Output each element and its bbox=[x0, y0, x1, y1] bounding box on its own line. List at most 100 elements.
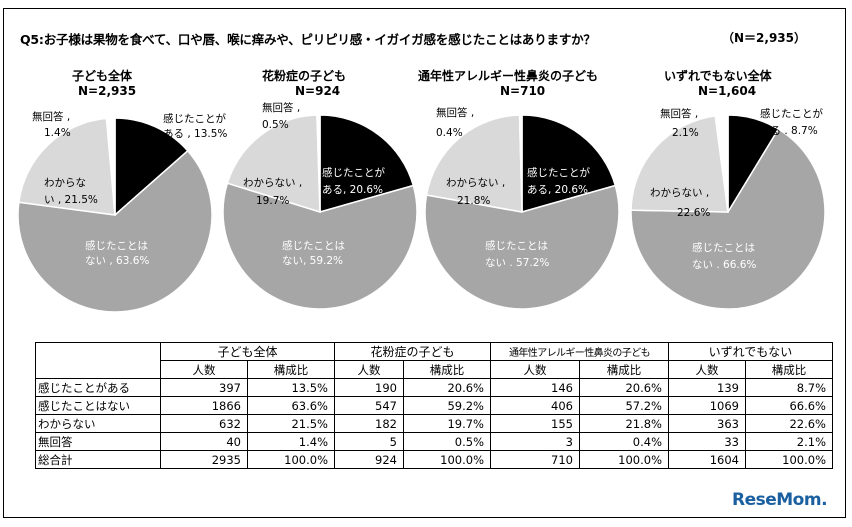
table-cell: 710 bbox=[490, 450, 580, 469]
table-row: 無回答 40 1.4% 5 0.5% 3 0.4% 33 2.1% bbox=[35, 432, 833, 451]
slice-label: ある . 8.7% bbox=[760, 125, 818, 137]
table-cell: 547 bbox=[334, 396, 404, 415]
slice-label: 感じたことは bbox=[692, 241, 755, 254]
question-title: Q5:お子様は果物を食べて、口や唇、喉に痒みや、ピリピリ感・イガイガ感を感じたこ… bbox=[20, 32, 596, 47]
pie-title: 通年性アレルギー性鼻炎の子ども bbox=[418, 68, 598, 83]
pie-slice bbox=[17, 117, 116, 216]
slice-label: 感じたことが bbox=[527, 166, 590, 179]
table-subheader: 人数 bbox=[490, 360, 580, 379]
pie-chart-rhinitis: 通年性アレルギー性鼻炎の子ども N=710 感じたことが ある, 20.6% 感… bbox=[418, 68, 620, 310]
slice-label: い , 21.5% bbox=[44, 194, 98, 206]
table-subheader: 人数 bbox=[334, 360, 404, 379]
pie-slice bbox=[319, 114, 415, 213]
table-group-header: 花粉症の子ども bbox=[334, 342, 491, 361]
table-row-label: 無回答 bbox=[35, 432, 161, 451]
pie-chart-pollen: 花粉症の子ども N=924 感じたことが ある, 20.6% 感じたことは ない… bbox=[222, 68, 418, 310]
table-cell: 20.6% bbox=[579, 378, 669, 397]
slice-label: 感じたことは bbox=[485, 239, 548, 252]
table-row: 総合計 2935 100.0% 924 100.0% 710 100.0% 1604 100.0… bbox=[35, 450, 833, 469]
resemom-logo: ReseMom. bbox=[732, 490, 828, 510]
table-cell: 2935 bbox=[160, 450, 248, 469]
table-cell: 397 bbox=[160, 378, 248, 397]
table-row: 感じたことがある 397 13.5% 190 20.6% 146 20.6% 139 8.7% bbox=[35, 378, 833, 397]
pie-slice bbox=[222, 182, 418, 310]
slice-label: ない . 66.6% bbox=[692, 259, 756, 271]
pie-slice bbox=[316, 114, 321, 213]
slice-label: わからな bbox=[44, 177, 86, 189]
table-cell: 13.5% bbox=[247, 378, 335, 397]
table-cell: 20.6% bbox=[403, 378, 491, 397]
pie-slice bbox=[714, 114, 729, 213]
table-cell: 146 bbox=[490, 378, 580, 397]
table-cell: 1604 bbox=[668, 450, 746, 469]
data-table: 子ども全体 花粉症の子ども 通年性アレルギー性鼻炎の子ども いずれでもない 人数… bbox=[35, 342, 833, 469]
table-row: 感じたことはない 1866 63.6% 547 59.2% 406 57.2% 1069 66.… bbox=[35, 396, 833, 415]
table-cell: 100.0% bbox=[247, 450, 335, 469]
slice-label: 0.5% bbox=[262, 119, 289, 131]
pie-slice bbox=[17, 149, 213, 313]
slice-label: 感じたことは bbox=[282, 239, 345, 252]
pie-slices bbox=[630, 114, 826, 310]
pie-slice bbox=[226, 114, 321, 214]
table-cell: 363 bbox=[668, 414, 746, 433]
slice-label: 1.4% bbox=[44, 127, 71, 139]
pie-chart-neither: いずれでもない全体 N=1,604 感じたことが ある . 8.7% 感じたこと… bbox=[630, 68, 826, 310]
table-cell: 1.4% bbox=[247, 432, 335, 451]
table-cell: 406 bbox=[490, 396, 580, 415]
table-body: 感じたことがある 397 13.5% 190 20.6% 146 20.6% 139 8.7% 感… bbox=[35, 378, 833, 469]
slice-label: 感じたことが bbox=[322, 166, 385, 179]
table-row-label: 感じたことはない bbox=[35, 396, 161, 415]
slice-label: わからない , bbox=[446, 177, 505, 189]
pie-slices bbox=[17, 117, 213, 313]
pie-n: N=2,935 bbox=[78, 84, 136, 98]
slice-label: ある , 13.5% bbox=[163, 128, 227, 140]
pie-title: 子ども全体 bbox=[72, 68, 133, 83]
table-cell: 100.0% bbox=[745, 450, 833, 469]
table-subheader: 人数 bbox=[668, 360, 746, 379]
pie-n: N=924 bbox=[295, 84, 340, 98]
slice-label: 0.4% bbox=[436, 127, 463, 139]
table-cell: 139 bbox=[668, 378, 746, 397]
pie-slice bbox=[424, 184, 620, 310]
slice-label: ない, 59.2% bbox=[282, 255, 343, 267]
table-cell: 632 bbox=[160, 414, 248, 433]
table-cell: 100.0% bbox=[579, 450, 669, 469]
pie-slice bbox=[425, 114, 523, 213]
table-subheader: 人数 bbox=[160, 360, 248, 379]
pie-title: 花粉症の子ども bbox=[262, 68, 346, 83]
slice-label: 19.7% bbox=[256, 195, 289, 207]
table-row: わからない 632 21.5% 182 19.7% 155 21.8% 363 22.6% bbox=[35, 414, 833, 433]
pie-charts: 子ども全体 N=2,935 感じたことが ある , 13.5% 感じたことは な… bbox=[17, 68, 826, 313]
table-row-label: 感じたことがある bbox=[35, 378, 161, 397]
table-group-header: 子ども全体 bbox=[160, 342, 335, 361]
table-cell: 33 bbox=[668, 432, 746, 451]
table-cell: 63.6% bbox=[247, 396, 335, 415]
slice-label: 2.1% bbox=[672, 127, 699, 139]
slice-label: 無回答 , bbox=[32, 110, 70, 123]
slice-label: 21.8% bbox=[457, 195, 490, 207]
table-row-label: わからない bbox=[35, 414, 161, 433]
table-cell: 5 bbox=[334, 432, 404, 451]
pie-slice bbox=[630, 128, 826, 310]
pie-slice bbox=[630, 114, 729, 213]
pie-slice bbox=[105, 117, 116, 216]
table-cell: 1069 bbox=[668, 396, 746, 415]
table-cell: 100.0% bbox=[403, 450, 491, 469]
table-group-header: 通年性アレルギー性鼻炎の子ども bbox=[490, 342, 669, 361]
table-cell: 155 bbox=[490, 414, 580, 433]
slice-label: 22.6% bbox=[677, 207, 710, 219]
table-cell: 22.6% bbox=[745, 414, 833, 433]
table-cell: 66.6% bbox=[745, 396, 833, 415]
slice-label: 無回答 , bbox=[660, 107, 698, 120]
table-subheader: 構成比 bbox=[403, 360, 491, 379]
slice-label: わからない , bbox=[650, 187, 709, 199]
slice-label: 感じたことが bbox=[760, 107, 823, 120]
total-n: （N＝2,935） bbox=[722, 31, 807, 45]
table-cell: 924 bbox=[334, 450, 404, 469]
table-corner bbox=[35, 342, 161, 379]
table-cell: 59.2% bbox=[403, 396, 491, 415]
slice-label: ない , 63.6% bbox=[85, 255, 149, 267]
pie-n: N=710 bbox=[500, 84, 545, 98]
slice-label: 感じたことは bbox=[85, 239, 148, 252]
slice-label: ある, 20.6% bbox=[527, 184, 588, 196]
